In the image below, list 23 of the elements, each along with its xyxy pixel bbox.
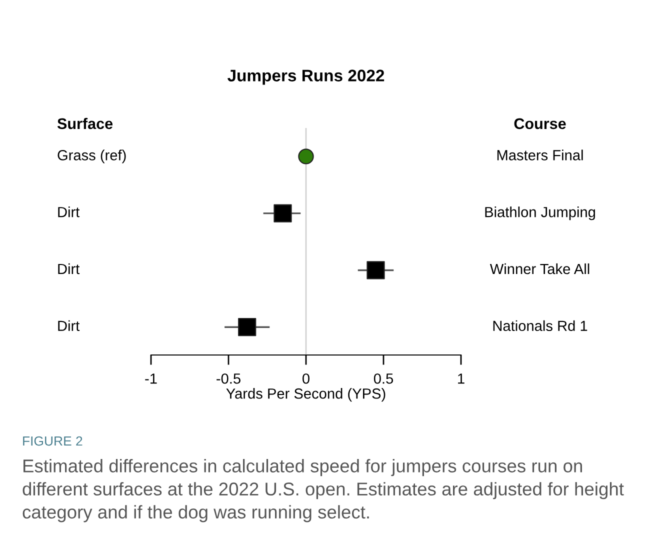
x-tick-label: -0.5 <box>216 373 240 384</box>
x-axis-title: Yards Per Second (YPS) <box>226 388 386 402</box>
text: Surface <box>57 118 113 130</box>
point <box>298 148 314 164</box>
y2-tick-label: Biathlon Jumping <box>485 206 595 220</box>
text: Course <box>514 118 566 130</box>
point <box>238 318 256 336</box>
y-tick-label: Grass (ref) <box>58 150 126 164</box>
point <box>274 204 292 222</box>
x-tick-label: 1 <box>458 374 464 384</box>
caption: FIGURE 2 <box>23 436 82 446</box>
y-tick-label: Dirt <box>58 320 80 332</box>
y2-tick-label: Nationals Rd 1 <box>493 320 588 332</box>
text: Estimated differences in calculated speed for jumpers courses run on different surfaces at the 2022 U.S. open. Estimates are adjusted for height category and if the dog was running select. <box>22 459 624 522</box>
x-tick-label: 0.5 <box>374 373 394 384</box>
y2-tick-label: Masters Final <box>497 150 583 160</box>
y-tick-label: Dirt <box>58 206 80 218</box>
y-tick-label: Dirt <box>58 263 80 274</box>
y2-tick-label: Winner Take All <box>490 263 590 274</box>
x-tick-label: -1 <box>145 374 157 384</box>
point <box>366 261 385 280</box>
chart-title: Jumpers Runs 2022 <box>228 70 384 85</box>
x-tick-label: 0 <box>302 373 310 384</box>
